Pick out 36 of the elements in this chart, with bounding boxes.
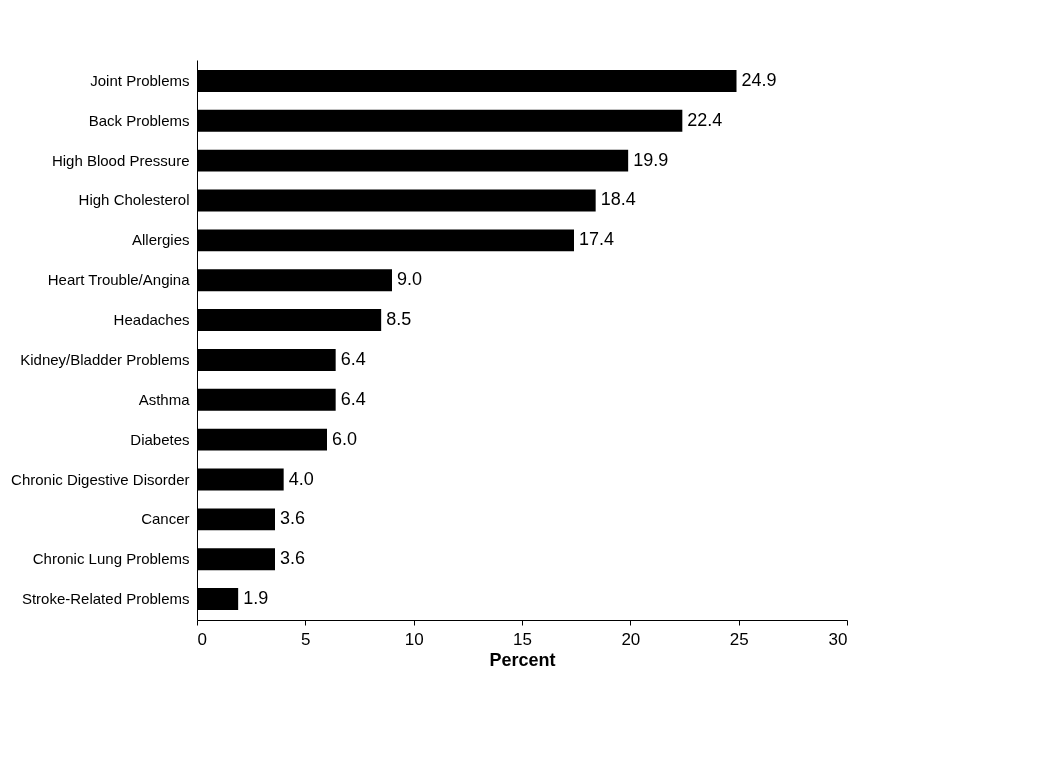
data-label: 3.6 xyxy=(280,508,306,529)
data-label: 17.4 xyxy=(579,229,615,250)
data-label: 18.4 xyxy=(600,189,636,210)
x-tick-label: 30 xyxy=(828,629,848,649)
x-tick-label: 0 xyxy=(197,629,207,649)
y-tick-label: High Cholesterol xyxy=(78,191,190,209)
y-tick-label: Kidney/Bladder Problems xyxy=(20,350,190,368)
y-tick-label: Allergies xyxy=(131,231,190,249)
x-tick-label: 15 xyxy=(513,629,532,649)
data-label: 24.9 xyxy=(741,69,777,90)
data-label: 4.0 xyxy=(288,468,314,489)
data-label: 6.0 xyxy=(332,428,358,449)
data-label: 3.6 xyxy=(280,548,306,569)
y-tick-label: Diabetes xyxy=(130,430,190,448)
y-tick-label: Stroke-Related Problems xyxy=(21,590,190,608)
data-label: 22.4 xyxy=(687,109,723,130)
x-tick-label: 25 xyxy=(729,629,749,649)
data-label: 6.4 xyxy=(340,348,366,369)
y-tick-label: Heart Trouble/Angina xyxy=(47,271,191,289)
data-label: 8.5 xyxy=(386,309,412,330)
y-tick-label: High Blood Pressure xyxy=(51,151,190,169)
data-label: 9.0 xyxy=(397,269,423,290)
y-tick-label: Back Problems xyxy=(88,111,190,129)
y-tick-label: Chronic Digestive Disorder xyxy=(11,470,190,488)
y-tick-label: Joint Problems xyxy=(90,71,190,89)
data-label: 6.4 xyxy=(340,388,366,409)
data-label: 1.9 xyxy=(243,588,269,609)
x-axis-title: Percent xyxy=(489,649,556,670)
x-tick-label: 5 xyxy=(301,629,311,649)
y-tick-label: Chronic Lung Problems xyxy=(32,550,190,568)
x-tick-label: 20 xyxy=(621,629,641,649)
x-tick-label: 10 xyxy=(404,629,424,649)
y-tick-label: Headaches xyxy=(113,311,190,329)
y-tick-label: Asthma xyxy=(138,390,191,408)
y-tick-label: Cancer xyxy=(141,510,190,528)
data-label: 19.9 xyxy=(633,149,669,170)
